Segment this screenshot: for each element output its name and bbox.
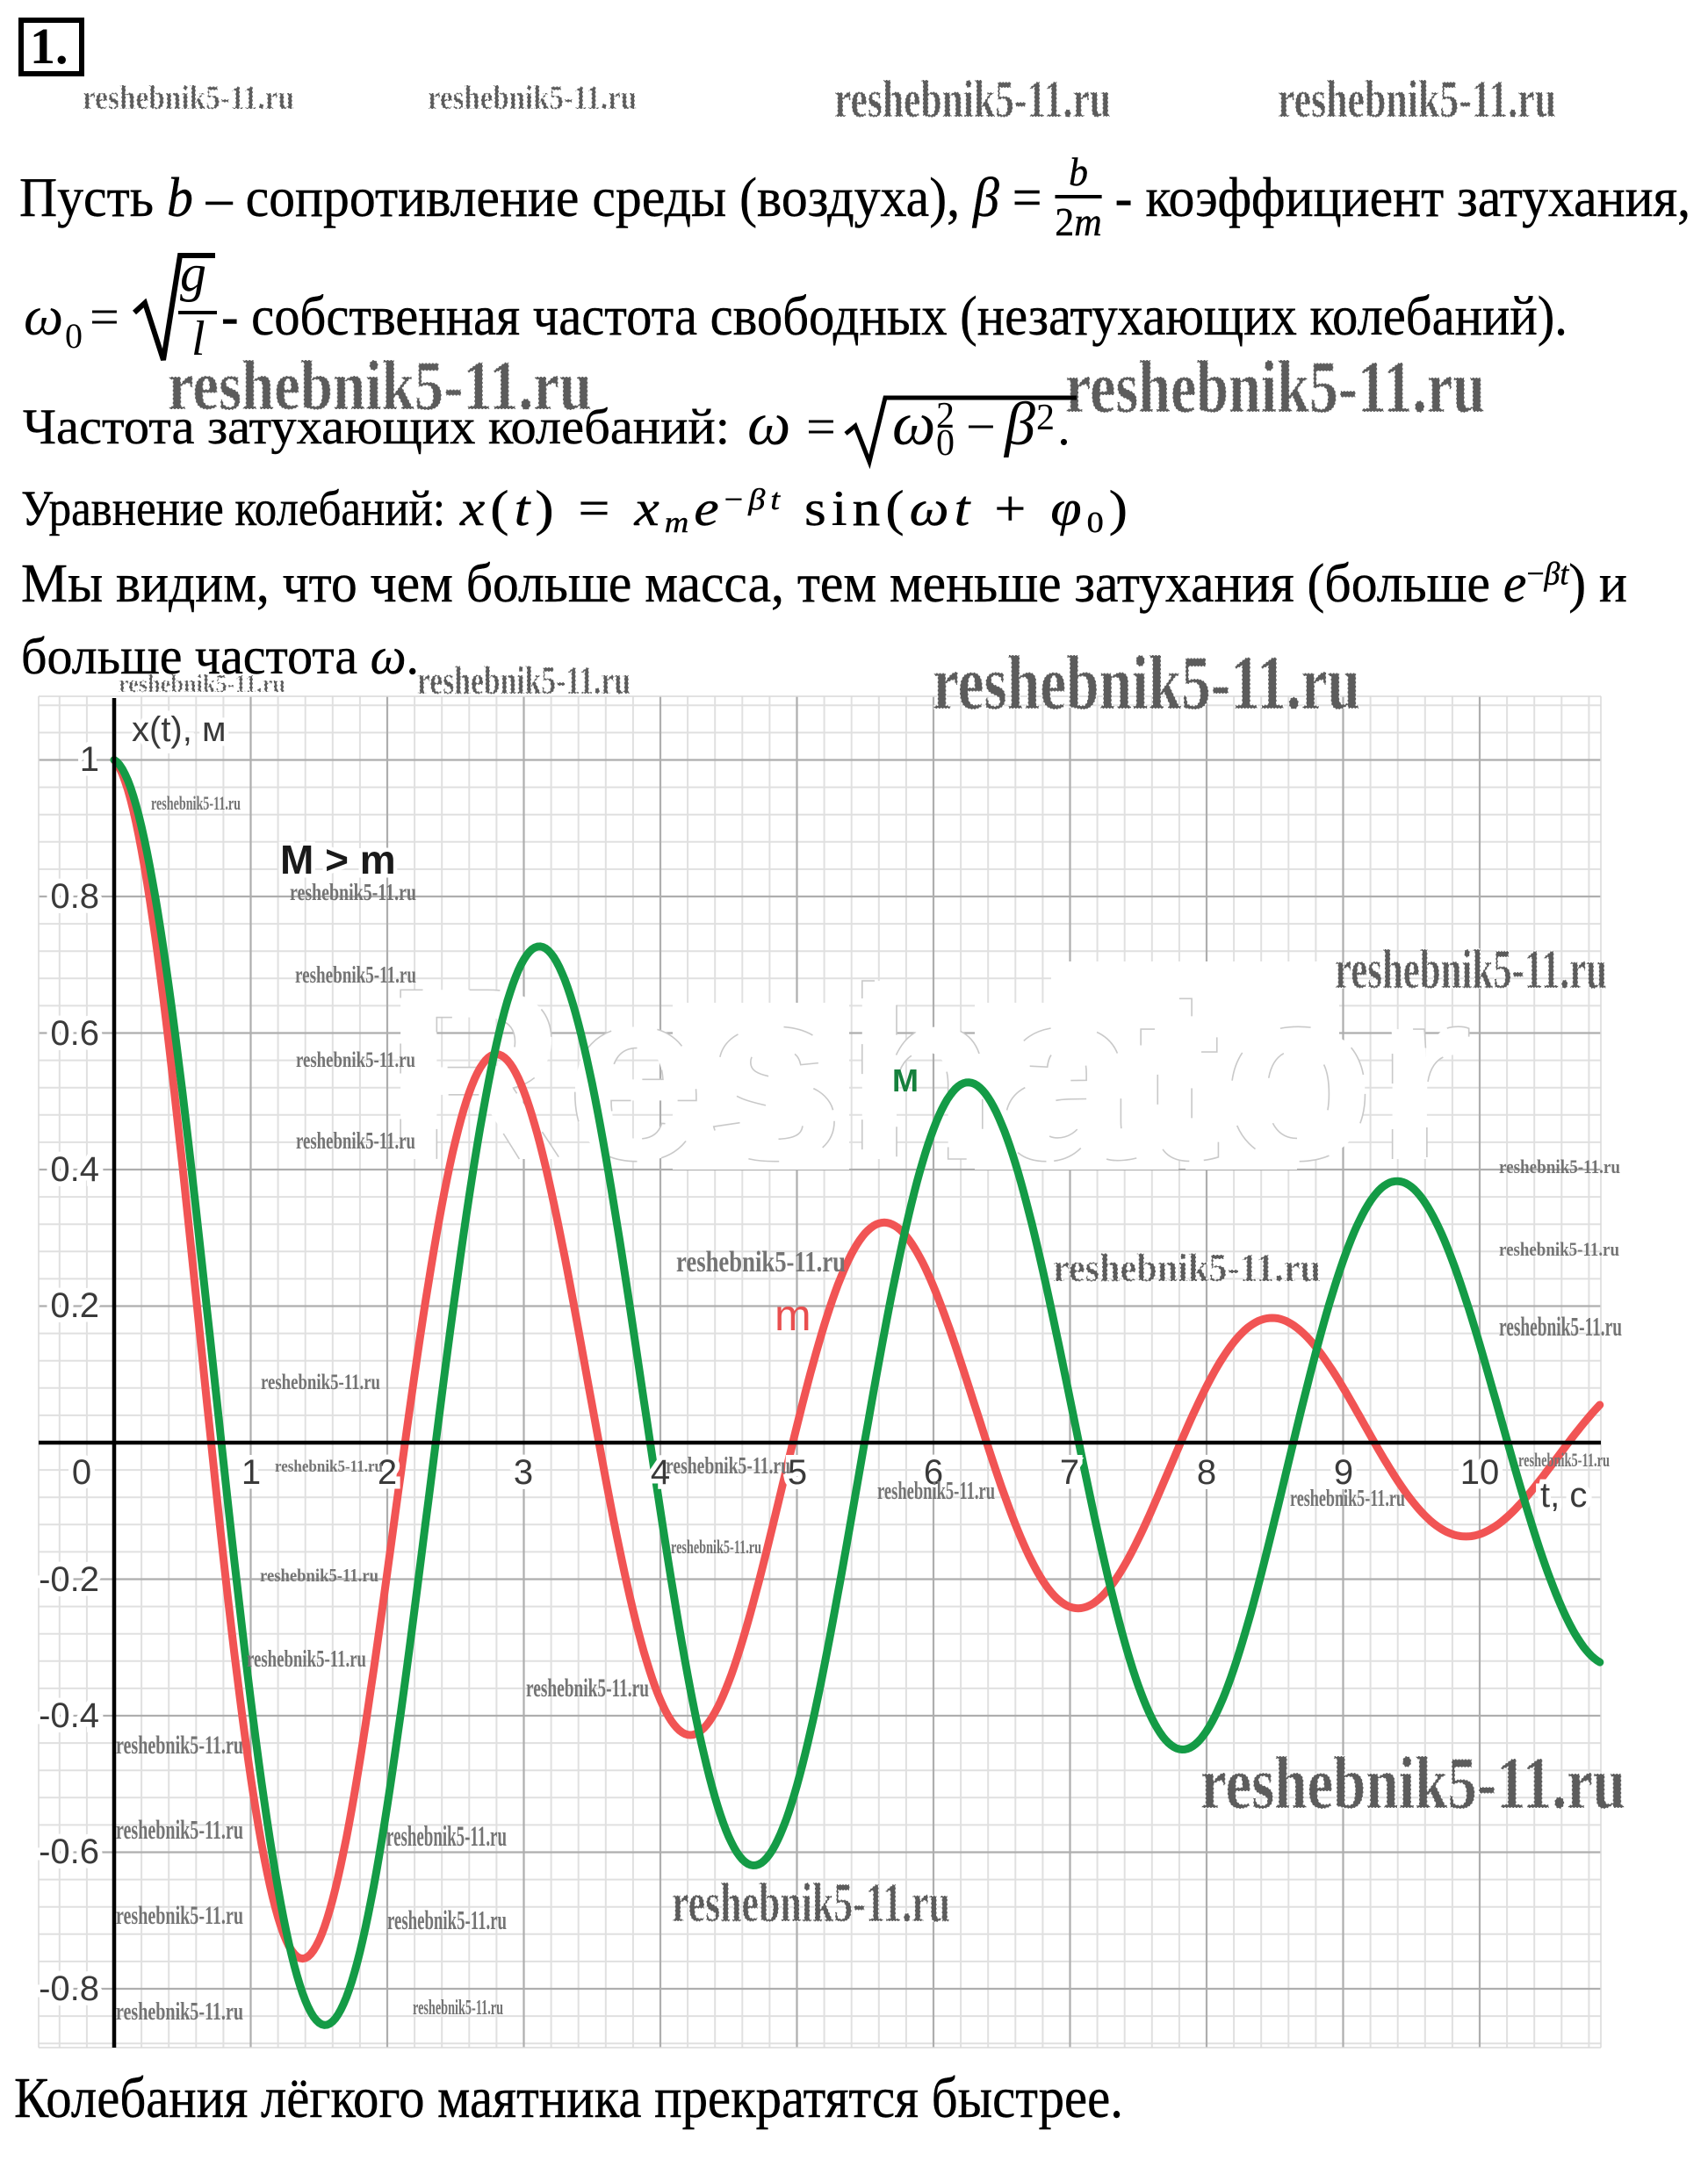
svg-text:reshebnik5-11.ru: reshebnik5-11.ru [671, 1536, 761, 1558]
svg-text:reshebnik5-11.ru: reshebnik5-11.ru [417, 659, 631, 702]
svg-text:5: 5 [788, 1453, 807, 1492]
svg-text:reshebnik5-11.ru: reshebnik5-11.ru [83, 79, 294, 117]
svg-text:0.2: 0.2 [50, 1286, 99, 1325]
svg-text:0: 0 [936, 423, 955, 464]
svg-text:9: 9 [1334, 1453, 1353, 1492]
svg-text:reshebnik5-11.ru: reshebnik5-11.ru [247, 1645, 366, 1672]
svg-text:1: 1 [80, 740, 99, 779]
svg-text:reshebnik5-11.ru: reshebnik5-11.ru [116, 1998, 243, 2026]
svg-text:reshebnik5-11.ru: reshebnik5-11.ru [261, 1371, 380, 1394]
svg-text:reshebnik5-11.ru: reshebnik5-11.ru [1499, 1156, 1620, 1177]
svg-text:10: 10 [1460, 1453, 1500, 1492]
svg-text:reshebnik5-11.ru: reshebnik5-11.ru [676, 1246, 846, 1278]
svg-text:reshebnik5-11.ru: reshebnik5-11.ru [933, 641, 1360, 726]
svg-text:reshebnik5-11.ru: reshebnik5-11.ru [290, 879, 416, 905]
svg-text:-0.8: -0.8 [39, 1969, 99, 2008]
svg-text:M: M [892, 1062, 919, 1098]
svg-text:x(t), м: x(t), м [132, 710, 226, 749]
svg-text:.: . [1057, 398, 1070, 456]
svg-text:g: g [180, 244, 206, 302]
svg-text:reshebnik5-11.ru: reshebnik5-11.ru [275, 1458, 383, 1476]
svg-text:reshebnik5-11.ru: reshebnik5-11.ru [1499, 1311, 1622, 1342]
svg-text:reshebnik5-11.ru: reshebnik5-11.ru [1290, 1485, 1405, 1511]
svg-text:reshebnik5-11.ru: reshebnik5-11.ru [666, 1452, 790, 1479]
svg-text:ω: ω [892, 391, 935, 458]
svg-text:reshebnik5-11.ru: reshebnik5-11.ru [877, 1478, 995, 1505]
svg-text:6: 6 [924, 1453, 943, 1492]
svg-text:0: 0 [72, 1453, 91, 1492]
svg-text:2: 2 [1036, 398, 1055, 438]
svg-text:reshebnik5-11.ru: reshebnik5-11.ru [1278, 70, 1556, 128]
svg-text:reshebnik5-11.ru: reshebnik5-11.ru [168, 346, 592, 425]
svg-text:0.4: 0.4 [50, 1150, 99, 1189]
svg-text:reshebnik5-11.ru: reshebnik5-11.ru [260, 1565, 378, 1586]
svg-text:reshebnik5-11.ru: reshebnik5-11.ru [834, 70, 1111, 128]
svg-text:Reshator: Reshator [384, 938, 1473, 1212]
svg-text:l: l [191, 312, 205, 366]
svg-text:reshebnik5-11.ru: reshebnik5-11.ru [672, 1872, 950, 1933]
svg-text:0: 0 [65, 316, 83, 356]
svg-text:reshebnik5-11.ru: reshebnik5-11.ru [151, 792, 241, 814]
svg-text:4: 4 [651, 1453, 670, 1492]
svg-text:reshebnik5-11.ru: reshebnik5-11.ru [526, 1674, 649, 1703]
svg-text:reshebnik5-11.ru: reshebnik5-11.ru [1053, 1245, 1321, 1290]
svg-text:reshebnik5-11.ru: reshebnik5-11.ru [116, 1814, 243, 1845]
svg-text:1: 1 [241, 1453, 261, 1492]
svg-text:2: 2 [936, 396, 955, 436]
svg-text:-0.6: -0.6 [39, 1832, 99, 1871]
svg-text:reshebnik5-11.ru: reshebnik5-11.ru [1335, 938, 1607, 1000]
svg-text:reshebnik5-11.ru: reshebnik5-11.ru [116, 1731, 243, 1760]
svg-text:reshebnik5-11.ru: reshebnik5-11.ru [1499, 1238, 1619, 1260]
svg-text:3: 3 [514, 1453, 533, 1492]
svg-text:reshebnik5-11.ru: reshebnik5-11.ru [1200, 1742, 1625, 1825]
svg-text:M > m: M > m [280, 837, 396, 882]
svg-text:reshebnik5-11.ru: reshebnik5-11.ru [295, 961, 416, 988]
svg-text:ω: ω [24, 284, 63, 347]
svg-text:t, c: t, c [1540, 1476, 1587, 1515]
svg-text:-0.2: -0.2 [39, 1560, 99, 1599]
svg-text:reshebnik5-11.ru: reshebnik5-11.ru [386, 1821, 507, 1853]
svg-text:β: β [1003, 391, 1035, 458]
svg-text:0.6: 0.6 [50, 1014, 99, 1053]
svg-text:reshebnik5-11.ru: reshebnik5-11.ru [428, 79, 637, 117]
svg-text:reshebnik5-11.ru: reshebnik5-11.ru [387, 1904, 507, 1935]
svg-text:reshebnik5-11.ru: reshebnik5-11.ru [119, 671, 285, 698]
svg-text:reshebnik5-11.ru: reshebnik5-11.ru [296, 1127, 415, 1154]
svg-text:8: 8 [1197, 1453, 1216, 1492]
svg-text:=: = [90, 288, 119, 346]
svg-text:ω: ω [747, 391, 790, 458]
svg-text:reshebnik5-11.ru: reshebnik5-11.ru [1518, 1449, 1610, 1471]
svg-text:reshebnik5-11.ru: reshebnik5-11.ru [116, 1901, 243, 1930]
svg-text:7: 7 [1060, 1453, 1079, 1492]
svg-text:=: = [806, 398, 836, 456]
svg-text:−: − [966, 398, 996, 456]
svg-text:reshebnik5-11.ru: reshebnik5-11.ru [413, 1997, 503, 2020]
svg-text:m: m [775, 1291, 811, 1340]
svg-text:0.8: 0.8 [50, 877, 99, 916]
svg-text:reshebnik5-11.ru: reshebnik5-11.ru [1065, 346, 1485, 428]
svg-text:reshebnik5-11.ru: reshebnik5-11.ru [296, 1048, 415, 1072]
svg-text:2: 2 [378, 1453, 397, 1492]
svg-text:-0.4: -0.4 [39, 1696, 99, 1735]
